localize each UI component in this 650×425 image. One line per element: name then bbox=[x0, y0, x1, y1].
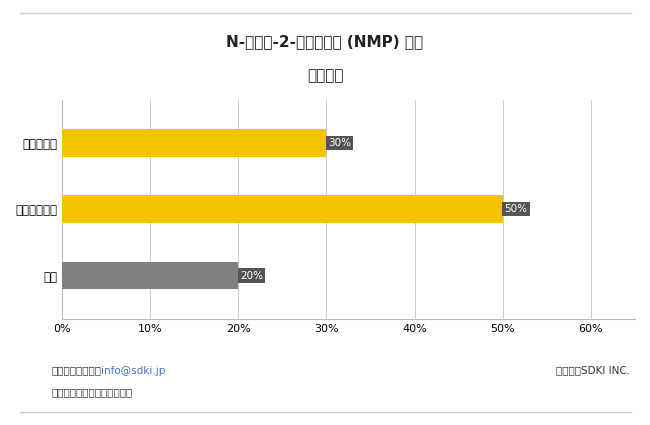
Bar bbox=[62, 196, 502, 223]
Text: N-メチル-2-ピロリドン (NMP) 市場: N-メチル-2-ピロリドン (NMP) 市場 bbox=[226, 34, 424, 49]
Text: info@sdki.jp: info@sdki.jp bbox=[101, 366, 166, 376]
Text: 20%: 20% bbox=[240, 271, 263, 281]
Text: 30%: 30% bbox=[328, 138, 351, 148]
Text: にメールをお送りください。: にメールをお送りください。 bbox=[52, 387, 133, 397]
Bar bbox=[62, 129, 326, 157]
Bar bbox=[62, 262, 238, 289]
Text: 地域貢献: 地域貢献 bbox=[307, 68, 343, 83]
Text: 詳細については、: 詳細については、 bbox=[52, 366, 102, 376]
Text: ソース：SDKI INC.: ソース：SDKI INC. bbox=[556, 366, 630, 376]
Text: 50%: 50% bbox=[504, 204, 528, 214]
